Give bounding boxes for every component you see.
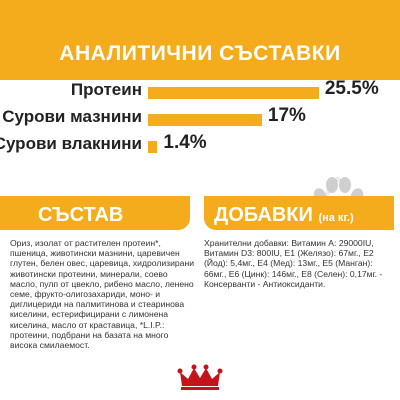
additives-title-suffix: (на кг.)	[318, 212, 354, 224]
header-band	[0, 0, 400, 80]
chart-label-fibre: Сурови влакнини	[0, 134, 142, 153]
chart-value-fibre: 1.4%	[163, 132, 207, 153]
chart-row-fat: Сурови мазнини 17%	[0, 105, 400, 137]
chart-bar-fibre	[148, 141, 158, 153]
chart-row-protein: Протеин 25.5%	[0, 78, 400, 110]
chart-label-protein: Протеин	[70, 80, 142, 99]
chart-bar-fat	[148, 114, 262, 126]
composition-title: СЪСТАВ	[38, 204, 124, 226]
additives-title-row: ДОБАВКИ (на кг.)	[214, 204, 354, 227]
additives-band	[204, 196, 394, 230]
additives-title: ДОБАВКИ	[214, 204, 313, 226]
composition-text: Ориз, изолат от растителен протеин*, пше…	[10, 238, 194, 351]
chart-row-fibre: Сурови влакнини 1.4%	[0, 132, 400, 164]
chart-value-fat: 17%	[267, 105, 306, 126]
chart-value-protein: 25.5%	[324, 78, 379, 99]
header-title: АНАЛИТИЧНИ СЪСТАВКИ	[59, 42, 341, 65]
chart-bar-protein	[148, 87, 319, 99]
additives-text: Хранителни добавки: Витамин А: 29000IU, …	[204, 238, 383, 289]
royal-canin-crown-logo	[177, 364, 223, 390]
composition-band	[0, 196, 190, 230]
chart-label-fat: Сурови мазнини	[2, 107, 142, 126]
